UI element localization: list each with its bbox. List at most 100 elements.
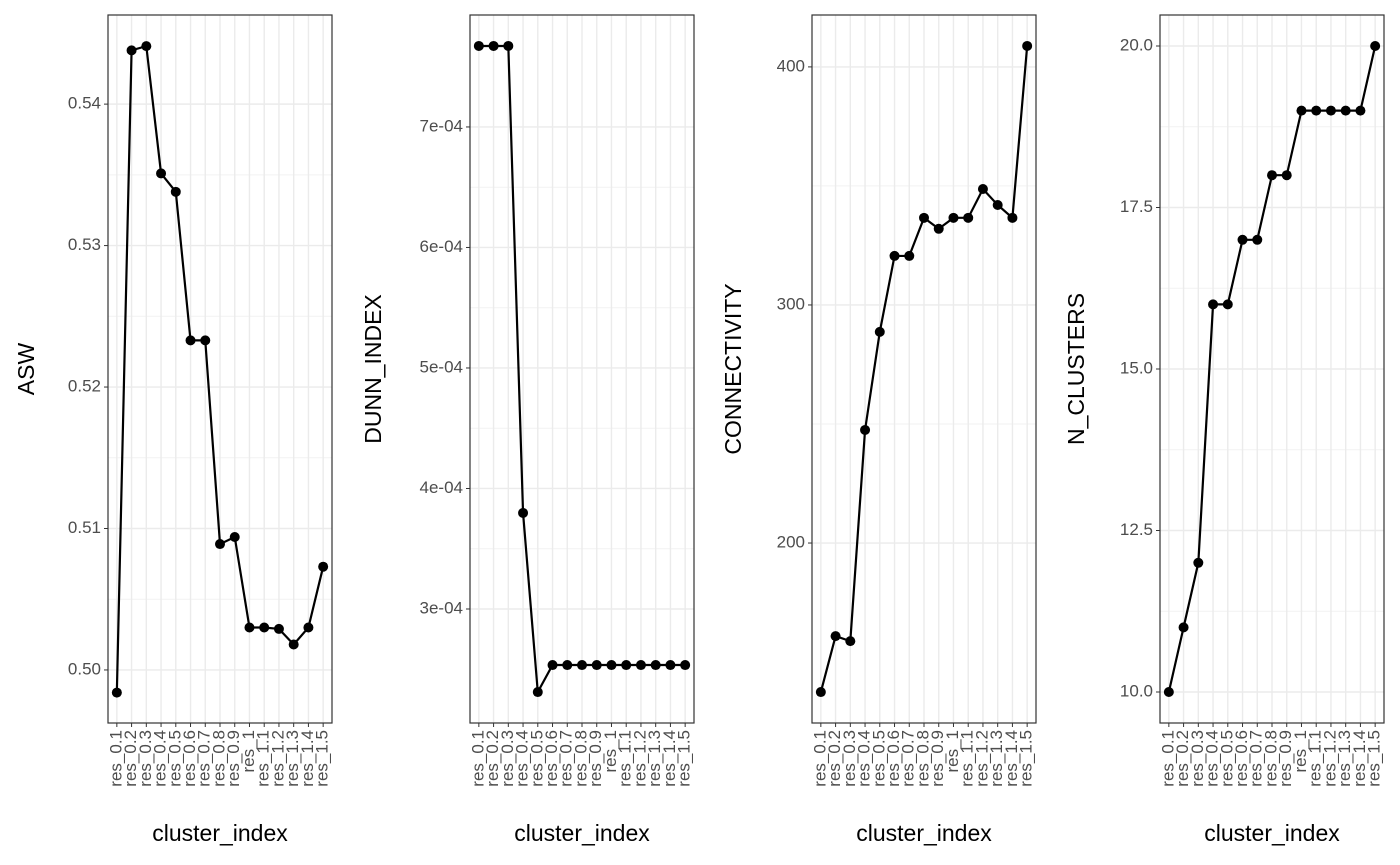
x-tick-label: res_0.5 [1217,730,1236,787]
x-tick-label: res_0.7 [195,730,214,787]
point [1222,299,1233,310]
x-tick-label: res_0.2 [1173,730,1192,787]
y-tick-label: 4e-04 [420,478,463,497]
x-tick-label: res_1.3 [987,730,1006,787]
point [1281,170,1292,181]
y-tick-label: 5e-04 [420,357,463,376]
point [562,660,573,671]
point [948,212,959,223]
point [1007,212,1018,223]
point [1267,170,1277,181]
x-tick-label: res_0.2 [121,730,140,787]
x-tick-label: res_0.9 [928,730,947,787]
y-tick-label: 400 [777,56,805,75]
y-tick-label: 200 [777,533,805,552]
x-tick-label: res_0.4 [513,730,532,787]
point [111,687,122,698]
x-tick-label: res_1.2 [1320,730,1339,787]
x-tick-label: res_1.1 [1306,730,1325,787]
point [992,199,1003,210]
x-tick-label: res_1.3 [645,730,664,787]
point [288,639,299,650]
point [650,660,661,671]
point [473,40,484,51]
x-tick-label: res_0.2 [825,730,844,787]
y-tick-label: 15.0 [1120,358,1153,377]
y-tick-label: 17.5 [1120,197,1153,216]
x-tick-label: res_1.2 [972,730,991,787]
x-tick-label: res_1.1 [254,730,273,787]
y-tick-label: 6e-04 [420,237,463,256]
point [200,335,211,346]
panel-border [1159,14,1385,724]
point [933,223,944,234]
y-tick-label: 300 [777,294,805,313]
y-tick-label: 0.54 [68,94,101,113]
x-tick-label: res_1.1 [616,730,635,787]
x-tick-label: res_0.4 [855,730,874,787]
point [919,212,929,223]
point [1370,41,1381,52]
panel-border [811,14,1037,724]
panel-border [107,14,333,724]
point [889,250,900,261]
point [1193,557,1204,568]
x-tick-label: res_0.9 [224,730,243,787]
point [244,622,255,633]
point [963,212,974,223]
point [229,531,240,542]
point [1163,686,1174,697]
point [1296,105,1307,116]
point [845,636,856,647]
point [1208,299,1219,310]
y-axis-title: ASW [13,343,39,396]
x-tick-label: res_1 [601,730,620,773]
point [185,335,196,346]
y-tick-label: 20.0 [1120,35,1153,54]
x-tick-label: res_1.5 [675,730,694,787]
point [1311,105,1322,116]
point [170,186,181,197]
point [126,45,137,56]
point [680,660,691,671]
x-tick-label: res_1.5 [313,730,332,787]
y-tick-label: 0.53 [68,235,101,254]
x-tick-label: res_0.2 [483,730,502,787]
x-tick-label: res_1 [1291,730,1310,773]
x-tick-label: res_1.5 [1365,730,1384,787]
x-tick-label: res_1.4 [298,730,317,787]
y-tick-label: 0.52 [68,377,101,396]
x-tick-label: res_0.7 [1247,730,1266,787]
x-tick-label: res_0.8 [209,730,228,787]
x-tick-label: res_0.6 [180,730,199,787]
point [874,326,885,337]
x-tick-label: res_1 [239,730,258,773]
y-axis-title: DUNN_INDEX [360,294,386,444]
x-tick-label: res_0.9 [586,730,605,787]
point [488,40,499,51]
x-tick-label: res_1.3 [283,730,302,787]
x-tick-label: res_0.3 [498,730,517,787]
x-tick-label: res_1.5 [1017,730,1036,787]
x-tick-label: res_0.5 [165,730,184,787]
y-axis-title: CONNECTIVITY [720,283,746,454]
point [215,539,225,550]
x-axis-title: cluster_index [514,820,650,846]
point [156,168,167,179]
panel-border [469,14,695,724]
x-tick-label: res_1.4 [1002,730,1021,787]
point [318,561,329,572]
point [273,623,284,634]
x-tick-label: res_0.7 [899,730,918,787]
x-tick-label: res_0.9 [1276,730,1295,787]
point [503,40,514,51]
x-tick-label: res_0.1 [810,730,829,787]
x-tick-label: res_0.3 [136,730,155,787]
point [606,660,617,671]
x-tick-label: res_0.6 [542,730,561,787]
x-tick-label: res_1.3 [1335,730,1354,787]
point [1252,234,1263,245]
x-tick-label: res_0.8 [571,730,590,787]
point [141,41,152,52]
